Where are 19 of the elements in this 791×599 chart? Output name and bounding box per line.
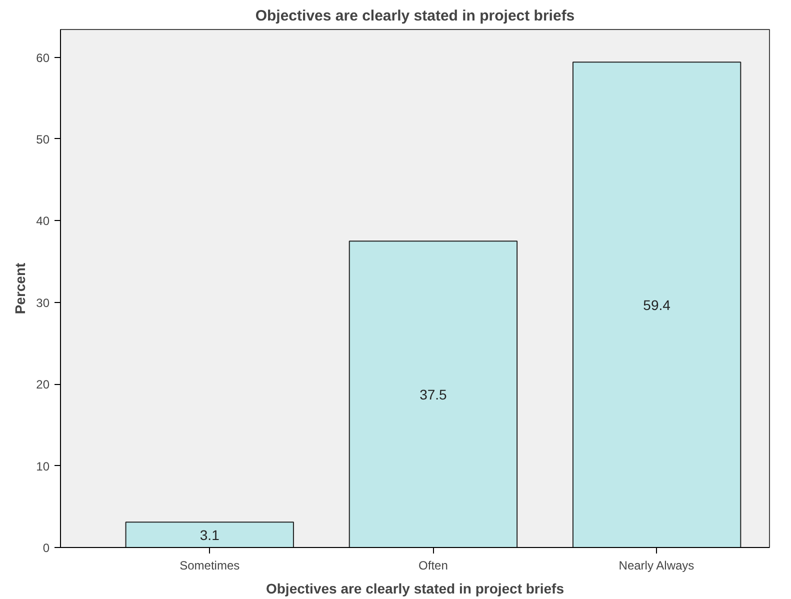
x-tick-label: Often: [418, 558, 448, 572]
data-label: 3.1: [200, 526, 220, 543]
y-tick-label: 40: [36, 214, 50, 228]
bar: [572, 62, 742, 548]
chart-title: Objectives are clearly stated in project briefs: [255, 8, 575, 24]
y-tick-label: 10: [36, 459, 50, 474]
x-tick-label: Nearly Always: [618, 558, 694, 572]
bar: [125, 522, 294, 548]
y-tick-label: 0: [42, 541, 50, 555]
x-axis-title: Objectives are clearly stated in project briefs: [266, 580, 564, 596]
y-tick-label: 60: [36, 50, 50, 65]
y-tick-label: 30: [36, 296, 50, 310]
x-tick-label: Sometimes: [180, 558, 240, 572]
y-tick-label: 20: [36, 378, 50, 392]
bar: [348, 240, 518, 548]
data-label: 59.4: [643, 296, 671, 313]
y-axis-title: Percent: [12, 262, 28, 314]
data-label: 37.5: [420, 386, 448, 402]
y-tick-label: 50: [36, 132, 50, 146]
